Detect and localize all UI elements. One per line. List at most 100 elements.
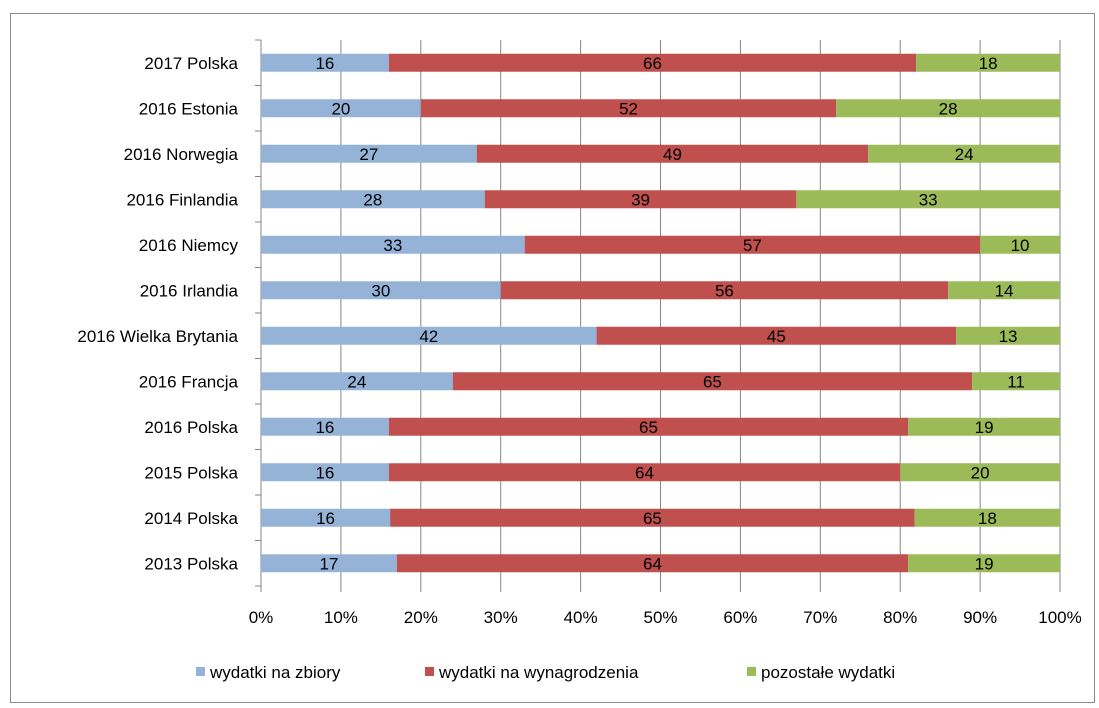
data-label: 19 xyxy=(975,418,994,437)
bar-segment xyxy=(420,99,837,118)
data-label: 17 xyxy=(319,554,338,573)
chart-frame xyxy=(10,13,1095,703)
x-tick-label: 20% xyxy=(404,608,438,627)
bar-segment xyxy=(388,53,917,72)
data-label: 16 xyxy=(316,509,335,528)
data-label: 64 xyxy=(643,554,662,573)
bar-segment xyxy=(261,144,477,163)
legend-label: wydatki na zbiory xyxy=(209,663,341,682)
bar-segment xyxy=(476,144,869,163)
data-label: 56 xyxy=(715,281,734,300)
bar-segment xyxy=(972,372,1060,391)
category-label: 2016 Niemcy xyxy=(139,236,239,255)
bar-segment xyxy=(956,326,1060,345)
bar-segment xyxy=(948,281,1060,300)
category-label: 2013 Polska xyxy=(144,554,238,573)
data-label: 28 xyxy=(939,99,958,118)
data-label: 11 xyxy=(1007,372,1025,391)
data-label: 33 xyxy=(383,236,402,255)
data-label: 39 xyxy=(631,190,650,209)
x-tick-label: 90% xyxy=(963,608,997,627)
data-label: 65 xyxy=(643,509,662,528)
x-tick-label: 30% xyxy=(484,608,518,627)
bar-segment xyxy=(388,417,909,436)
bar-segment xyxy=(390,508,915,527)
legend-swatch xyxy=(196,667,205,676)
legend-swatch xyxy=(425,667,434,676)
data-label: 45 xyxy=(767,327,786,346)
category-label: 2016 Finlandia xyxy=(126,190,238,209)
data-label: 16 xyxy=(315,418,334,437)
bar-segment xyxy=(484,190,797,209)
bar-segment xyxy=(261,554,397,573)
bar-segment xyxy=(261,281,501,300)
category-label: 2016 Polska xyxy=(144,418,238,437)
bar-segment xyxy=(261,417,389,436)
bar-segment xyxy=(261,463,389,482)
data-label: 20 xyxy=(331,99,350,118)
bar-segment xyxy=(261,326,597,345)
data-label: 27 xyxy=(359,145,378,164)
bar-segment xyxy=(868,144,1060,163)
bar-segment xyxy=(908,554,1060,573)
data-label: 52 xyxy=(619,99,638,118)
bar-segment xyxy=(261,99,421,118)
legend-label: wydatki na wynagrodzenia xyxy=(438,663,639,682)
category-label: 2015 Polska xyxy=(144,463,238,482)
data-label: 18 xyxy=(979,54,998,73)
x-tick-label: 40% xyxy=(564,608,598,627)
bar-segment xyxy=(388,463,901,482)
bar-segment xyxy=(900,463,1060,482)
legend-swatch xyxy=(747,667,756,676)
data-label: 18 xyxy=(978,509,997,528)
category-label: 2016 Irlandia xyxy=(140,281,239,300)
data-label: 33 xyxy=(919,190,938,209)
data-label: 16 xyxy=(315,463,334,482)
data-label: 13 xyxy=(999,327,1018,346)
category-label: 2016 Francja xyxy=(139,372,239,391)
data-label: 57 xyxy=(743,236,762,255)
legend-label: pozostałe wydatki xyxy=(761,663,895,682)
data-label: 14 xyxy=(995,281,1014,300)
bar-segment xyxy=(596,326,957,345)
bar-segment xyxy=(396,554,909,573)
data-label: 66 xyxy=(643,54,662,73)
data-label: 24 xyxy=(347,372,366,391)
data-label: 10 xyxy=(1011,236,1030,255)
data-label: 24 xyxy=(955,145,974,164)
data-label: 28 xyxy=(363,190,382,209)
bar-segment xyxy=(980,235,1060,254)
bar-segment xyxy=(261,508,391,527)
data-label: 42 xyxy=(419,327,438,346)
bar-segment xyxy=(908,417,1060,436)
bar-segment xyxy=(916,53,1060,72)
bar-segment xyxy=(261,235,525,254)
x-tick-label: 60% xyxy=(723,608,757,627)
bar-segment xyxy=(452,372,973,391)
x-tick-label: 50% xyxy=(643,608,677,627)
category-label: 2017 Polska xyxy=(144,54,238,73)
data-label: 65 xyxy=(639,418,658,437)
bar-segment xyxy=(261,53,389,72)
data-label: 64 xyxy=(635,463,654,482)
category-label: 2016 Wielka Brytania xyxy=(77,327,238,346)
bar-segment xyxy=(914,508,1060,527)
bar-segment xyxy=(500,281,949,300)
category-label: 2016 Norwegia xyxy=(124,145,239,164)
data-label: 49 xyxy=(663,145,682,164)
x-tick-label: 10% xyxy=(324,608,358,627)
x-tick-label: 80% xyxy=(883,608,917,627)
data-label: 30 xyxy=(371,281,390,300)
data-label: 65 xyxy=(703,372,722,391)
x-tick-label: 70% xyxy=(803,608,837,627)
bar-segment xyxy=(261,190,485,209)
bar-segment xyxy=(524,235,981,254)
data-label: 19 xyxy=(975,554,994,573)
x-tick-label: 100% xyxy=(1038,608,1081,627)
category-label: 2016 Estonia xyxy=(139,99,239,118)
data-label: 20 xyxy=(971,463,990,482)
bar-segment xyxy=(836,99,1060,118)
category-label: 2014 Polska xyxy=(144,509,238,528)
data-label: 16 xyxy=(315,54,334,73)
